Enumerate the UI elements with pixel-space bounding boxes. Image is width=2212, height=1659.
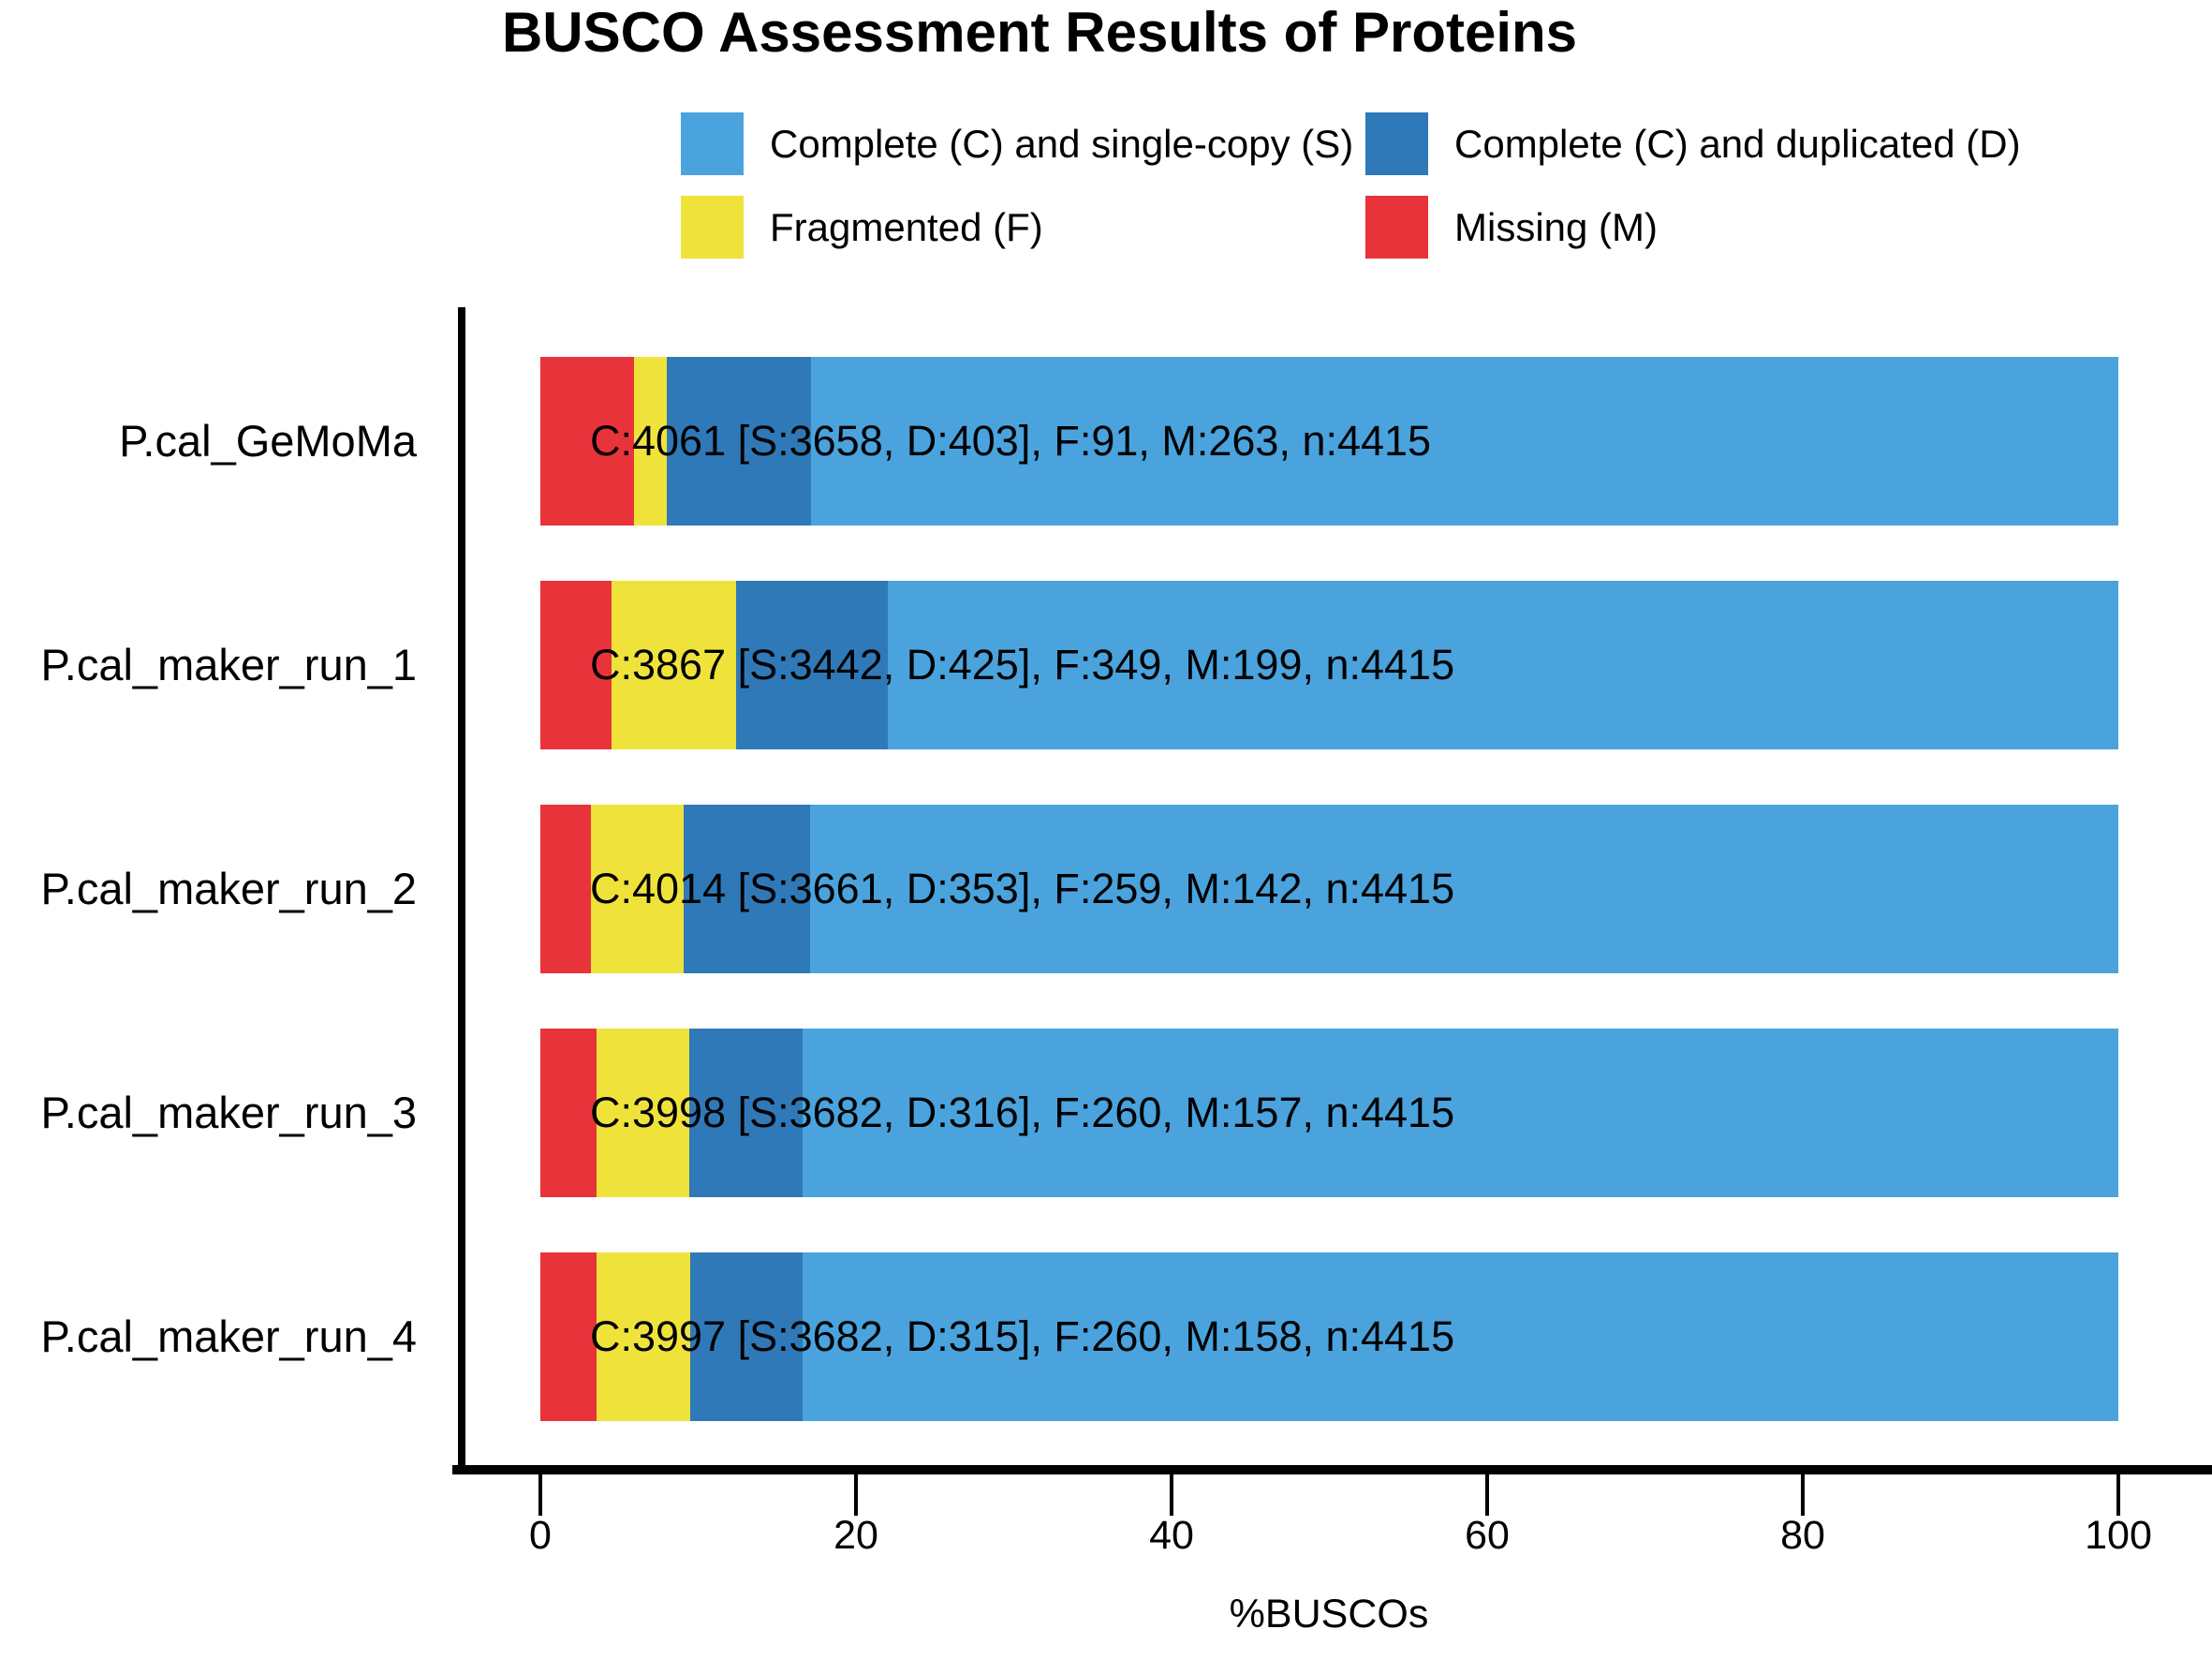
legend-label-single: Complete (C) and single-copy (S) (770, 121, 1354, 166)
x-tick-mark (2116, 1474, 2120, 1516)
bar-segment-single (802, 1029, 2118, 1197)
bar-value-label: C:3997 [S:3682, D:315], F:260, M:158, n:… (590, 1312, 1455, 1360)
bar-segment-single (802, 1252, 2118, 1421)
bar-row: C:4014 [S:3661, D:353], F:259, M:142, n:… (540, 805, 2118, 973)
x-tick-mark (538, 1474, 542, 1516)
legend-swatch-fragmented (681, 196, 744, 259)
bar-segment-fragmented (591, 805, 685, 973)
bar-segment-missing (540, 805, 592, 973)
x-axis-title: %BUSCOs (1229, 1592, 1429, 1637)
x-tick-label: 60 (1465, 1513, 1510, 1558)
bar-row: C:3997 [S:3682, D:315], F:260, M:158, n:… (540, 1252, 2118, 1421)
bar-row: C:4061 [S:3658, D:403], F:91, M:263, n:4… (540, 357, 2118, 526)
bar-segment-missing (540, 357, 635, 526)
bar-row: C:3998 [S:3682, D:316], F:260, M:157, n:… (540, 1029, 2118, 1197)
bar-value-label: C:3998 [S:3682, D:316], F:260, M:157, n:… (590, 1089, 1455, 1136)
bar-segment-duplicated (684, 805, 810, 973)
legend-swatch-single (681, 112, 744, 175)
bar-segment-single (809, 805, 2118, 973)
category-label: P.cal_maker_run_3 (40, 1088, 418, 1137)
bar-segment-duplicated (689, 1252, 803, 1421)
bar-segment-fragmented (611, 581, 737, 749)
x-axis-line (452, 1465, 2212, 1474)
bar-value-label: C:3867 [S:3442, D:425], F:349, M:199, n:… (590, 641, 1455, 689)
x-tick-mark (1170, 1474, 1173, 1516)
bar-segment-missing (540, 1252, 597, 1421)
x-tick-mark (1485, 1474, 1489, 1516)
bar-segment-missing (540, 1029, 597, 1197)
category-label: P.cal_GeMoMa (119, 416, 417, 466)
chart-title: BUSCO Assessment Results of Proteins (501, 1, 1578, 64)
bar-segment-single (810, 357, 2118, 526)
x-tick-label: 40 (1149, 1513, 1194, 1558)
legend-label-duplicated: Complete (C) and duplicated (D) (1454, 121, 2021, 166)
x-tick-label: 0 (529, 1513, 552, 1558)
y-axis-line (458, 307, 465, 1474)
legend-swatch-missing (1365, 196, 1428, 259)
bar-segment-duplicated (667, 357, 811, 526)
bar-row: C:3867 [S:3442, D:425], F:349, M:199, n:… (540, 581, 2118, 749)
category-label: P.cal_maker_run_1 (40, 640, 418, 689)
legend-swatch-duplicated (1365, 112, 1428, 175)
x-tick-mark (854, 1474, 858, 1516)
legend-label-missing: Missing (M) (1454, 204, 1658, 249)
x-tick-mark (1801, 1474, 1805, 1516)
bar-segment-fragmented (596, 1029, 690, 1197)
x-tick-label: 100 (2085, 1513, 2152, 1558)
category-label: P.cal_maker_run_2 (40, 864, 418, 913)
x-tick-label: 80 (1780, 1513, 1825, 1558)
bar-segment-fragmented (634, 357, 668, 526)
bar-segment-fragmented (597, 1252, 690, 1421)
legend-label-fragmented: Fragmented (F) (770, 204, 1043, 249)
bar-segment-duplicated (689, 1029, 803, 1197)
x-tick-label: 20 (833, 1513, 878, 1558)
bar-segment-duplicated (736, 581, 889, 749)
bar-segment-missing (540, 581, 612, 749)
bar-segment-single (888, 581, 2118, 749)
bar-value-label: C:4061 [S:3658, D:403], F:91, M:263, n:4… (590, 417, 1432, 465)
category-label: P.cal_maker_run_4 (40, 1311, 418, 1361)
bar-value-label: C:4014 [S:3661, D:353], F:259, M:142, n:… (590, 865, 1455, 912)
